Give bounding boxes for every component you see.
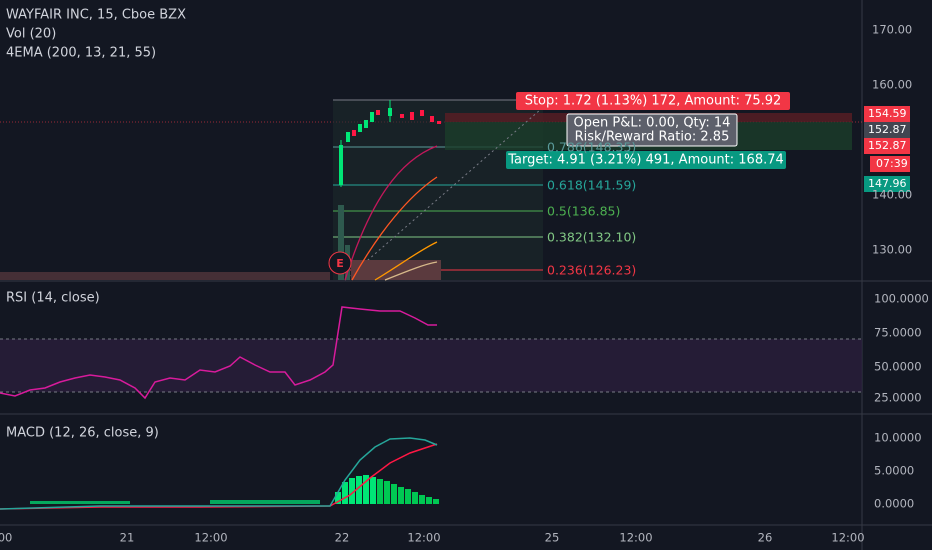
fib-label: 0.5(136.85) — [547, 204, 620, 219]
macd-histogram — [30, 475, 439, 504]
stop-label-box — [516, 92, 790, 110]
earnings-marker[interactable] — [328, 251, 352, 275]
time-axis-label: 25 — [545, 531, 560, 545]
rsi-axis-label: 75.0000 — [874, 326, 922, 340]
ema-lines — [344, 145, 438, 281]
macd-axis-label: 0.0000 — [874, 497, 914, 511]
price-axis-label: 130.00 — [872, 243, 912, 257]
trend-line — [344, 109, 541, 281]
price-axis-label: 160.00 — [872, 78, 912, 92]
fib-label: 0.618(141.59) — [547, 178, 636, 193]
fib-label: 0.786(148.35) — [547, 140, 636, 155]
rsi-axis-label: 100.0000 — [874, 292, 929, 306]
price-tag-label: 154.59 — [868, 107, 907, 120]
price-tag-label: 152.87 — [868, 139, 907, 152]
macd-label[interactable]: MACD (12, 26, close, 9) — [6, 426, 159, 441]
stop-label: Stop: 1.72 (1.13%) 172, Amount: 75.92 — [525, 94, 782, 109]
price-tag-label: 147.96 — [868, 177, 907, 190]
price-tag — [870, 156, 910, 172]
candles — [339, 100, 441, 187]
fib-label: 0.236(126.23) — [547, 263, 636, 278]
time-axis-label: 12:00 — [619, 531, 652, 545]
price-tag-label: 152.87 — [868, 123, 907, 136]
macd-line — [0, 437, 438, 510]
marker-label: E — [336, 257, 344, 270]
fib-label: 0.382(132.10) — [547, 230, 636, 245]
time-axis-label: 26 — [758, 531, 773, 545]
time-axis-label: 21 — [120, 531, 135, 545]
price-axis-label: 140.00 — [872, 188, 912, 202]
price-tag — [864, 122, 910, 138]
price-tag — [864, 106, 910, 122]
time-axis-label: 12:00 — [407, 531, 440, 545]
target-label-box — [506, 151, 786, 169]
price-tag — [864, 176, 910, 192]
signal-line — [0, 443, 438, 510]
volume-label[interactable]: Vol (20) — [6, 27, 56, 42]
price-tag-label: 07:39 — [876, 157, 908, 170]
symbol-title[interactable]: WAYFAIR INC, 15, Cboe BZX — [6, 8, 186, 23]
rsi-band — [0, 339, 862, 392]
target-label: Target: 4.91 (3.21%) 491, Amount: 168.74 — [507, 153, 784, 168]
ema-label[interactable]: 4EMA (200, 13, 21, 55) — [6, 46, 156, 61]
rsi-axis-label: 50.0000 — [874, 360, 922, 374]
rsi-label[interactable]: RSI (14, close) — [6, 291, 100, 306]
rsi-line — [0, 306, 437, 400]
time-axis-label: 22 — [335, 531, 350, 545]
time-axis-label: 00 — [0, 531, 12, 545]
price-axis-label: 170.00 — [872, 23, 912, 37]
time-axis-label: 12:00 — [831, 531, 864, 545]
info-label: Open P&L: 0.00, Qty: 14 — [574, 116, 731, 131]
info-label: Risk/Reward Ratio: 2.85 — [575, 130, 730, 145]
macd-axis-label: 10.0000 — [874, 431, 922, 445]
price-tag — [864, 138, 910, 154]
rsi-axis-label: 25.0000 — [874, 391, 922, 405]
macd-axis-label: 5.0000 — [874, 464, 914, 478]
info-box — [566, 113, 738, 147]
time-axis-label: 12:00 — [194, 531, 227, 545]
